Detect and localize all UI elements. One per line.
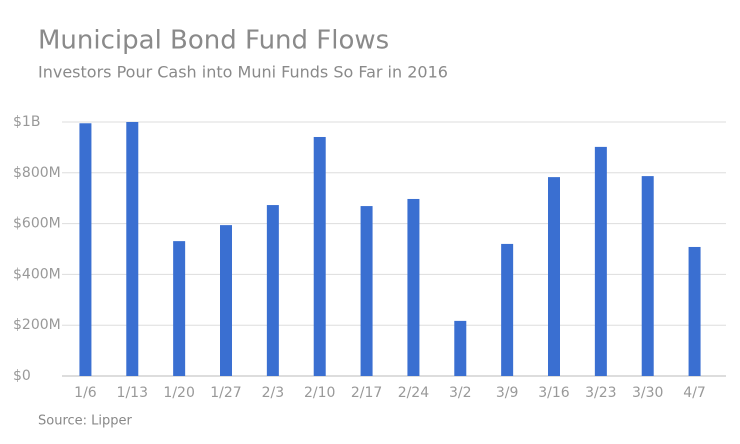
source-note: Source: Lipper — [38, 414, 133, 429]
x-tick-label: 4/7 — [683, 385, 706, 401]
x-tick-label: 1/27 — [210, 385, 241, 401]
x-tick-label: 2/17 — [351, 385, 382, 401]
x-tick-label: 2/10 — [304, 385, 335, 401]
bar — [641, 176, 654, 376]
x-tick-label: 3/23 — [585, 385, 616, 401]
y-tick-label: $400M — [13, 266, 61, 282]
bar — [594, 146, 607, 376]
y-tick-label: $200M — [13, 317, 61, 333]
x-tick-label: 3/30 — [632, 385, 663, 401]
x-tick-label: 3/16 — [538, 385, 570, 401]
bar — [548, 177, 560, 376]
bar — [173, 241, 186, 376]
y-tick-label: $800M — [13, 165, 61, 181]
x-tick-label: 2/3 — [262, 385, 285, 401]
bar — [360, 206, 373, 376]
x-tick-label: 3/9 — [496, 385, 519, 401]
bar — [688, 246, 701, 376]
bar — [454, 320, 467, 376]
y-tick-label: $1B — [13, 114, 40, 130]
x-tick-label: 3/2 — [449, 385, 472, 401]
x-tick-label: 1/6 — [74, 385, 97, 401]
x-tick-label: 2/24 — [398, 385, 430, 401]
bar — [126, 122, 139, 376]
x-tick-label: 1/13 — [117, 385, 148, 401]
bar — [266, 205, 279, 376]
y-tick-label: $0 — [13, 368, 31, 384]
x-tick-label: 1/20 — [163, 385, 194, 401]
chart-title: Municipal Bond Fund Flows — [38, 26, 389, 56]
bar — [407, 198, 420, 376]
bar — [79, 123, 92, 377]
bar — [313, 136, 326, 376]
bar — [501, 243, 514, 376]
chart-subtitle: Investors Pour Cash into Muni Funds So F… — [38, 63, 448, 82]
y-tick-label: $600M — [13, 216, 61, 232]
bar — [220, 225, 232, 376]
